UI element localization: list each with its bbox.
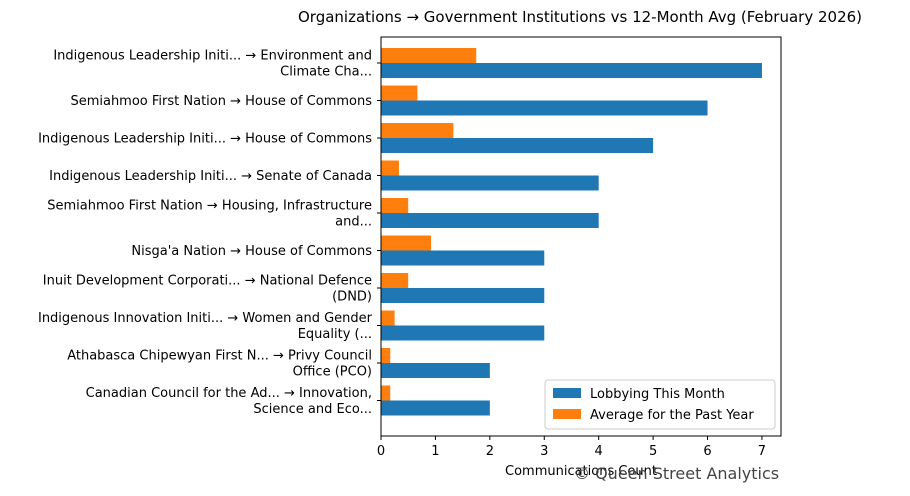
bar-this-month-7 <box>381 325 545 341</box>
bar-this-month-9 <box>381 400 490 416</box>
chart-title: Organizations → Government Institutions … <box>298 8 862 26</box>
bar-this-month-0 <box>381 63 762 78</box>
legend-box <box>544 379 776 430</box>
y-tick-label: Science and Eco... <box>253 402 372 417</box>
x-tick-label: 7 <box>758 444 766 459</box>
bar-past-year-avg-3 <box>381 160 399 176</box>
bar-this-month-3 <box>381 175 599 191</box>
bar-this-month-2 <box>381 138 654 153</box>
x-tick-label: 1 <box>431 444 439 459</box>
x-tick-label: 4 <box>595 444 603 459</box>
bar-past-year-avg-5 <box>381 235 432 251</box>
x-axis-label: Communications Count <box>505 464 657 479</box>
y-tick-label: Indigenous Leadership Initi... → Senate … <box>49 169 372 184</box>
y-tick-label: Nisga'a Nation → House of Commons <box>131 244 372 259</box>
y-tick-label: Office (PCO) <box>293 365 372 380</box>
watermark: © Queen Street Analytics <box>574 464 780 483</box>
bar-past-year-avg-8 <box>381 348 391 363</box>
x-tick-label: 5 <box>649 444 657 459</box>
y-tick-label: Climate Cha... <box>280 65 372 80</box>
x-tick-label: 0 <box>377 444 385 459</box>
legend: Lobbying This Month Average for the Past … <box>544 379 776 430</box>
bar-past-year-avg-7 <box>381 310 395 326</box>
y-tick-label: Canadian Council for the Ad... → Innovat… <box>86 386 372 401</box>
y-tick-label: Indigenous Leadership Initi... → Environ… <box>53 49 372 64</box>
bar-this-month-4 <box>381 213 599 228</box>
y-tick-label: and... <box>335 215 372 230</box>
legend-label-1: Average for the Past Year <box>590 408 754 423</box>
bar-this-month-5 <box>381 250 545 266</box>
bar-past-year-avg-2 <box>381 123 454 138</box>
bar-past-year-avg-1 <box>381 85 418 101</box>
y-tick-label: Equality (... <box>298 327 372 342</box>
legend-label-0: Lobbying This Month <box>590 387 725 402</box>
bar-past-year-avg-9 <box>381 385 391 401</box>
legend-swatch-1 <box>553 409 581 419</box>
y-tick-label: Athabasca Chipewyan First N... → Privy C… <box>67 349 372 364</box>
x-tick-label: 2 <box>486 444 494 459</box>
x-tick-label: 6 <box>703 444 711 459</box>
bar-past-year-avg-4 <box>381 198 409 213</box>
y-tick-label: Inuit Development Corporati... → Nationa… <box>43 274 372 289</box>
legend-swatch-0 <box>553 388 581 398</box>
bar-past-year-avg-0 <box>381 48 477 63</box>
bar-this-month-1 <box>381 100 708 116</box>
x-tick-label: 3 <box>540 444 548 459</box>
y-tick-label: Semiahmoo First Nation → Housing, Infras… <box>47 199 372 214</box>
y-tick-label: (DND) <box>332 290 372 305</box>
y-tick-label: Indigenous Innovation Initi... → Women a… <box>38 311 373 326</box>
plot-frame <box>380 36 782 437</box>
y-tick-label: Semiahmoo First Nation → House of Common… <box>70 94 372 109</box>
bar-this-month-8 <box>381 363 490 378</box>
y-tick-label: Indigenous Leadership Initi... → House o… <box>38 132 372 147</box>
bar-this-month-6 <box>381 288 545 303</box>
bar-past-year-avg-6 <box>381 273 409 288</box>
